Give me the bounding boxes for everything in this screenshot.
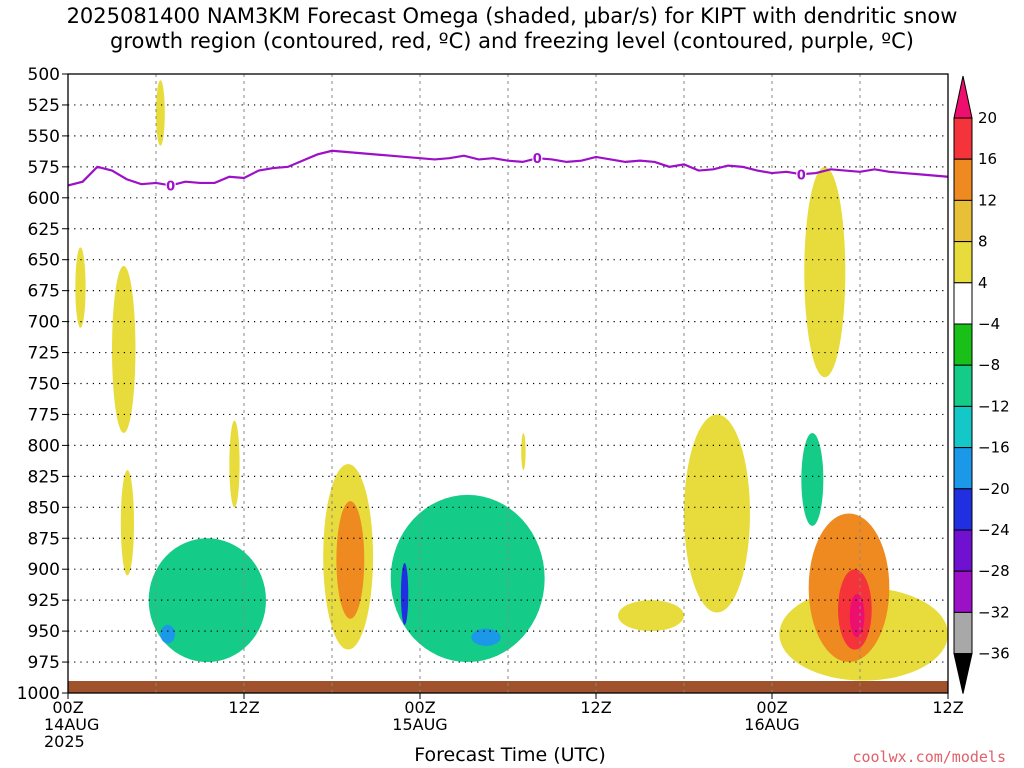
colorbar-box-10 — [953, 529, 973, 572]
colorbar-label-12: −32 — [978, 603, 1010, 621]
colorbar: 20 16 12 8 4 −4 −8 −12 −16 −20 −24 −28 −32 −36 — [953, 75, 1010, 694]
colorbar-top-arrow — [953, 75, 973, 119]
y-tick-label-12: 800 — [28, 436, 60, 456]
y-tick-label-7: 675 — [28, 282, 60, 302]
x-tick-label-2-1: 15AUG — [392, 715, 447, 734]
y-tick-label-17: 925 — [28, 591, 60, 611]
freezing-label-bg-0 — [165, 177, 176, 194]
x-tick-label-5-0: 12Z — [932, 698, 963, 717]
y-tick-label-9: 725 — [28, 344, 60, 364]
y-tick-label-4: 600 — [28, 189, 60, 209]
x-tick-label-1-0: 12Z — [228, 698, 259, 717]
omega-region-3 — [120, 470, 134, 576]
colorbar-label-1: 16 — [978, 150, 997, 168]
omega-region-8 — [160, 624, 176, 644]
y-tick-label-2: 550 — [28, 127, 60, 147]
omega-region-15 — [471, 628, 501, 646]
colorbar-box-6 — [953, 364, 973, 407]
y-tick-label-15: 875 — [28, 529, 60, 549]
colorbar-label-13: −36 — [978, 645, 1010, 663]
colorbar-label-2: 12 — [978, 191, 997, 209]
colorbar-box-12 — [953, 611, 973, 655]
y-tick-label-3: 575 — [28, 158, 60, 178]
y-tick-label-1: 525 — [28, 96, 60, 116]
omega-region-26 — [849, 593, 865, 638]
colorbar-box-3 — [953, 241, 973, 284]
omega-region-2 — [112, 265, 136, 434]
freezing-label-bg-2 — [796, 166, 807, 183]
colorbar-label-8: −16 — [978, 439, 1010, 457]
omega-region-9 — [229, 420, 240, 508]
omega-region-19 — [804, 166, 846, 378]
omega-region-7 — [148, 538, 266, 663]
x-tick-label-4-0: 00Z — [756, 698, 787, 717]
colorbar-label-4: 4 — [978, 274, 988, 292]
freezing-label-1: 0 — [533, 152, 542, 167]
y-axis-ticks: 500 525 550 575 600 625 650 675 700 725 750 775 800 8… — [17, 65, 68, 704]
colorbar-box-8 — [953, 447, 973, 490]
title-line-1: 2025081400 NAM3KM Forecast Omega (shaded… — [66, 4, 958, 28]
y-tick-label-19: 975 — [28, 653, 60, 673]
colorbar-label-10: −24 — [978, 521, 1010, 539]
omega-region-11 — [336, 501, 365, 619]
x-tick-label-3-0: 12Z — [580, 698, 611, 717]
freezing-label-2: 0 — [797, 168, 806, 183]
credit-text: coolwx.com/models — [852, 748, 1006, 766]
colorbar-label-3: 8 — [978, 233, 988, 251]
omega-region-13 — [390, 494, 545, 663]
omega-region-0 — [75, 247, 86, 328]
omega-region-17 — [618, 600, 684, 632]
x-tick-label-0-0: 00Z — [52, 698, 83, 717]
colorbar-label-9: −20 — [978, 480, 1010, 498]
y-tick-label-11: 775 — [28, 405, 60, 425]
colorbar-box-5 — [953, 323, 973, 366]
y-tick-label-10: 750 — [28, 375, 60, 395]
y-tick-label-16: 900 — [28, 560, 60, 580]
colorbar-bottom-arrow — [953, 653, 973, 694]
omega-shading — [68, 80, 949, 681]
y-tick-label-6: 650 — [28, 251, 60, 271]
colorbar-box-11 — [953, 570, 973, 613]
colorbar-box-2 — [953, 199, 973, 243]
freezing-label-bg-1 — [532, 150, 543, 167]
colorbar-box-7 — [953, 405, 973, 449]
freezing-level-labels: 0 0 0 — [165, 150, 807, 194]
omega-region-1 — [156, 80, 165, 146]
colorbar-label-11: −28 — [978, 562, 1010, 580]
y-tick-label-18: 950 — [28, 622, 60, 642]
x-tick-label-4-1: 16AUG — [744, 715, 799, 734]
omega-region-21 — [801, 433, 824, 526]
colorbar-box-0 — [953, 117, 973, 160]
colorbar-box-1 — [953, 158, 973, 201]
omega-region-14 — [400, 563, 409, 625]
y-tick-label-14: 850 — [28, 498, 60, 518]
terrain-strip — [68, 681, 948, 693]
y-tick-label-8: 700 — [28, 313, 60, 333]
colorbar-label-0: 20 — [978, 109, 997, 127]
omega-region-4 — [68, 383, 95, 545]
y-tick-label-0: 500 — [28, 65, 60, 85]
omega-region-18 — [684, 414, 750, 613]
x-tick-label-2-0: 00Z — [404, 698, 435, 717]
omega-region-16 — [521, 433, 526, 471]
title-line-2: growth region (contoured, red, ºC) and f… — [110, 29, 914, 53]
y-tick-label-20: 1000 — [17, 684, 60, 704]
x-tick-label-0-1: 14AUG — [44, 715, 99, 734]
colorbar-label-5: −4 — [978, 315, 1000, 333]
freezing-label-0: 0 — [166, 179, 175, 194]
colorbar-label-6: −8 — [978, 356, 1000, 374]
omega-region-22 — [849, 395, 909, 483]
x-tick-label-0-2: 2025 — [44, 732, 85, 751]
omega-region-5 — [158, 253, 164, 372]
y-tick-label-5: 625 — [28, 220, 60, 240]
chart-title: 2025081400 NAM3KM Forecast Omega (shaded… — [0, 4, 1024, 54]
x-axis-label: Forecast Time (UTC) — [414, 744, 606, 766]
colorbar-box-9 — [953, 488, 973, 531]
colorbar-box-4 — [953, 282, 973, 325]
y-tick-label-13: 825 — [28, 467, 60, 487]
colorbar-label-7: −12 — [978, 397, 1010, 415]
plot-grid — [68, 74, 948, 693]
